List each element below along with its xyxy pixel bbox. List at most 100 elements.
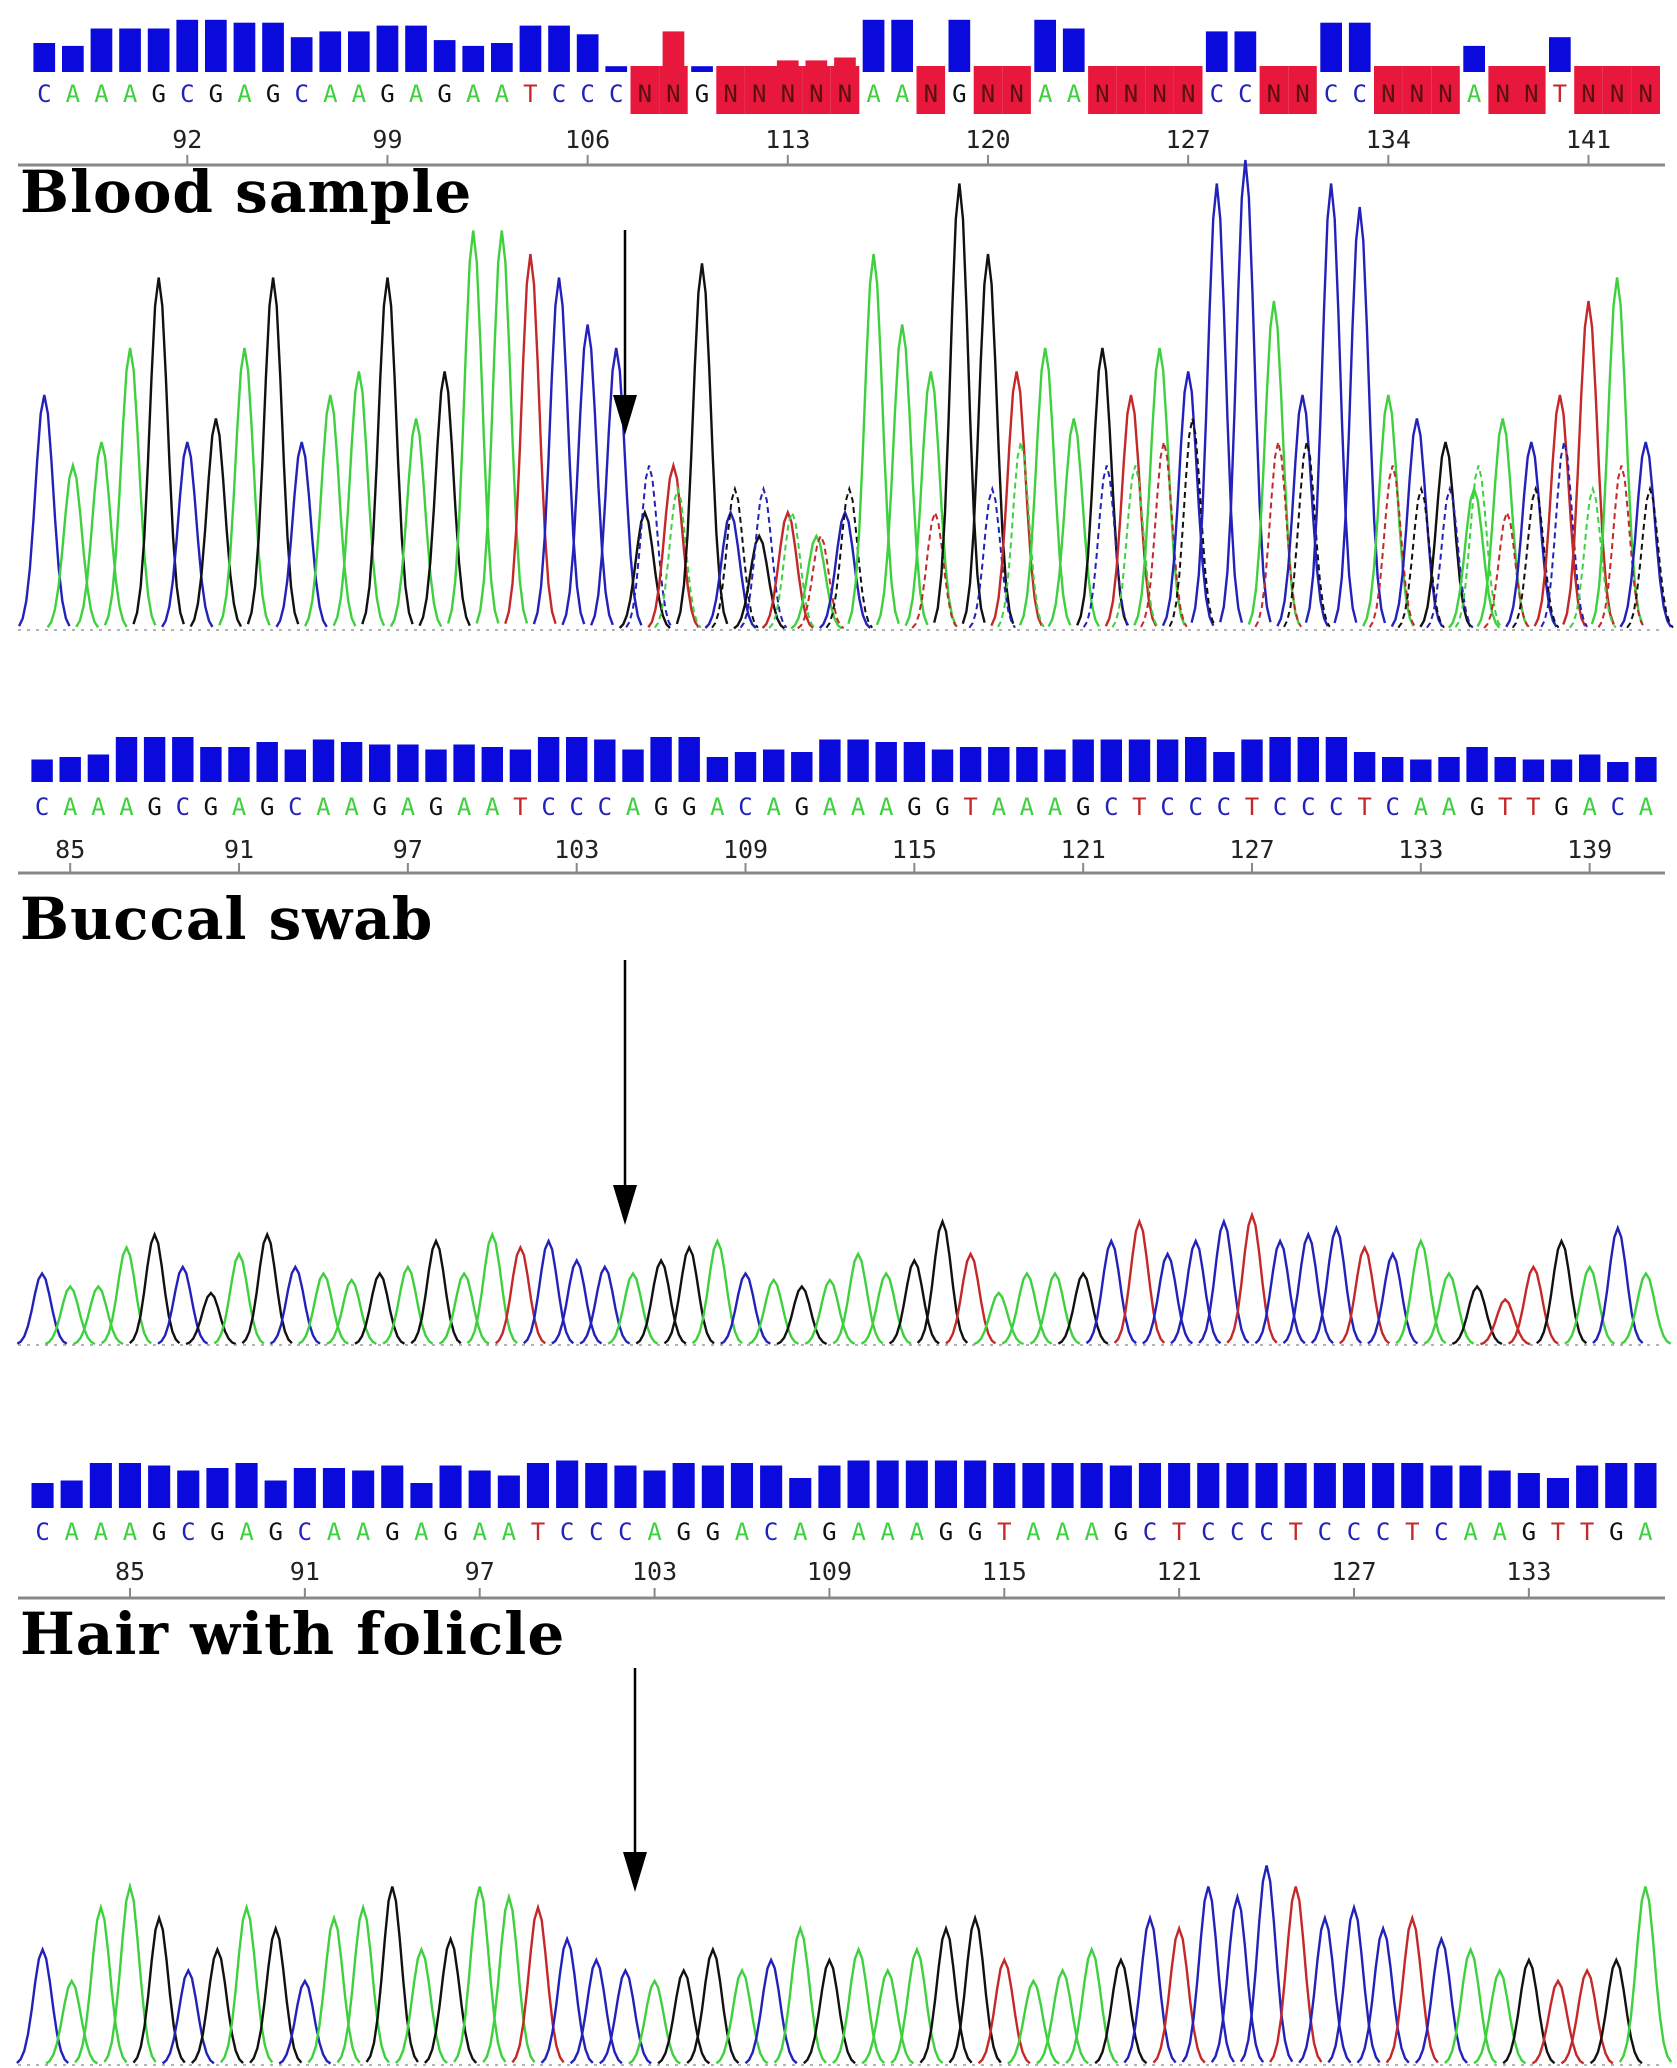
base-call: A: [123, 80, 138, 108]
base-call: A: [502, 1518, 517, 1546]
base-call: A: [793, 1518, 808, 1546]
base-call: C: [541, 793, 555, 821]
base-call: A: [851, 1518, 866, 1546]
low-quality-base-highlight: [630, 66, 660, 114]
tick-label: 115: [982, 1557, 1027, 1586]
base-call: G: [209, 80, 223, 108]
quality-bar: [176, 19, 199, 72]
trace-peak: [761, 509, 814, 629]
base-call: A: [327, 1518, 342, 1546]
trace-peak: [973, 1291, 1025, 1346]
quality-bar: [348, 31, 370, 72]
base-call: G: [795, 793, 809, 821]
trace-peak: [511, 1903, 565, 2064]
trace-peak: [532, 277, 586, 625]
quality-bar: [1138, 1463, 1161, 1508]
trace-peak: [438, 1271, 490, 1345]
base-call: T: [1553, 80, 1567, 108]
base-call: N: [1581, 80, 1595, 108]
trace-peak: [103, 1881, 157, 2063]
trace-secondary-peak: [653, 485, 702, 629]
trace-peak: [1239, 1865, 1294, 2063]
quality-bar: [369, 744, 391, 782]
base-call: G: [935, 793, 949, 821]
quality-bar: [1022, 1463, 1045, 1508]
quality-bar: [200, 747, 222, 782]
trace-peak: [1181, 1886, 1235, 2063]
quality-bar: [352, 1470, 375, 1508]
low-quality-base-highlight: [1288, 66, 1317, 114]
trace-secondary-peak: [1082, 465, 1131, 628]
quality-bar: [1463, 45, 1485, 72]
base-call: A: [237, 80, 252, 108]
base-call: A: [316, 793, 331, 821]
base-call: T: [1551, 1518, 1565, 1546]
base-call: C: [1230, 1518, 1244, 1546]
trace-secondary-peak: [711, 485, 759, 629]
tick-label: 97: [465, 1557, 495, 1586]
trace-peak: [332, 371, 386, 627]
base-call: N: [809, 80, 823, 108]
base-call: T: [1245, 793, 1259, 821]
trace-peak: [686, 1946, 740, 2064]
quality-bar: [905, 1460, 928, 1508]
base-call: A: [910, 1518, 925, 1546]
base-call: G: [443, 1518, 457, 1546]
trace-peak: [1104, 394, 1158, 627]
base-call: G: [152, 1518, 166, 1546]
low-quality-base-highlight: [1145, 66, 1174, 114]
quality-bar: [701, 1465, 724, 1508]
trace-peak: [804, 1277, 856, 1345]
trace-peak: [189, 418, 243, 628]
quality-bar: [397, 744, 419, 782]
tick-label: 120: [965, 125, 1010, 154]
quality-bar: [993, 1463, 1016, 1508]
quality-bar: [1494, 757, 1516, 782]
quality-bar: [789, 1478, 812, 1508]
quality-bar: [566, 737, 588, 782]
trace-peak: [241, 1231, 293, 1345]
trace-peak: [44, 1284, 96, 1346]
trace-peak: [818, 509, 872, 629]
trace-peak: [888, 1257, 940, 1345]
trace-peak: [389, 418, 443, 628]
base-call: N: [838, 80, 852, 108]
tick-label: 109: [723, 835, 768, 864]
trace-peak: [275, 441, 328, 628]
base-call: N: [638, 80, 652, 108]
quality-bar: [1062, 28, 1085, 72]
trace-peak: [16, 1946, 70, 2064]
trace-peak: [157, 1264, 209, 1345]
trace-secondary-peak: [825, 485, 874, 629]
trace-peak: [304, 394, 357, 627]
trace-peak: [394, 1946, 448, 2064]
base-call: G: [1076, 793, 1090, 821]
quality-bar: [875, 742, 897, 782]
trace-peak: [1589, 1956, 1643, 2065]
quality-bar: [1109, 1465, 1132, 1508]
tick-label: 103: [554, 835, 599, 864]
base-call: N: [1095, 80, 1109, 108]
base-call: N: [1009, 80, 1023, 108]
quality-bar: [760, 1465, 783, 1508]
quality-bar: [312, 739, 335, 782]
trace-peak: [715, 1967, 769, 2065]
quality-bar: [862, 19, 885, 72]
base-call: C: [176, 793, 190, 821]
trace-peak: [1333, 206, 1387, 624]
trace-peak: [691, 1237, 743, 1345]
panel-title-blood-sample: Blood sample: [20, 158, 473, 226]
trace-peak: [1029, 1271, 1081, 1345]
quality-bar: [148, 1465, 171, 1508]
base-call: A: [1026, 1518, 1041, 1546]
base-call: N: [1124, 80, 1138, 108]
base-call: N: [1438, 80, 1452, 108]
trace-secondary-peak: [1397, 485, 1445, 629]
trace-peak: [219, 1903, 274, 2064]
quality-bar: [481, 747, 503, 782]
base-call: G: [706, 1518, 720, 1546]
base-call: T: [1405, 1518, 1419, 1546]
base-call: A: [94, 80, 109, 108]
quality-bar: [381, 1465, 404, 1508]
base-call: T: [1498, 793, 1512, 821]
